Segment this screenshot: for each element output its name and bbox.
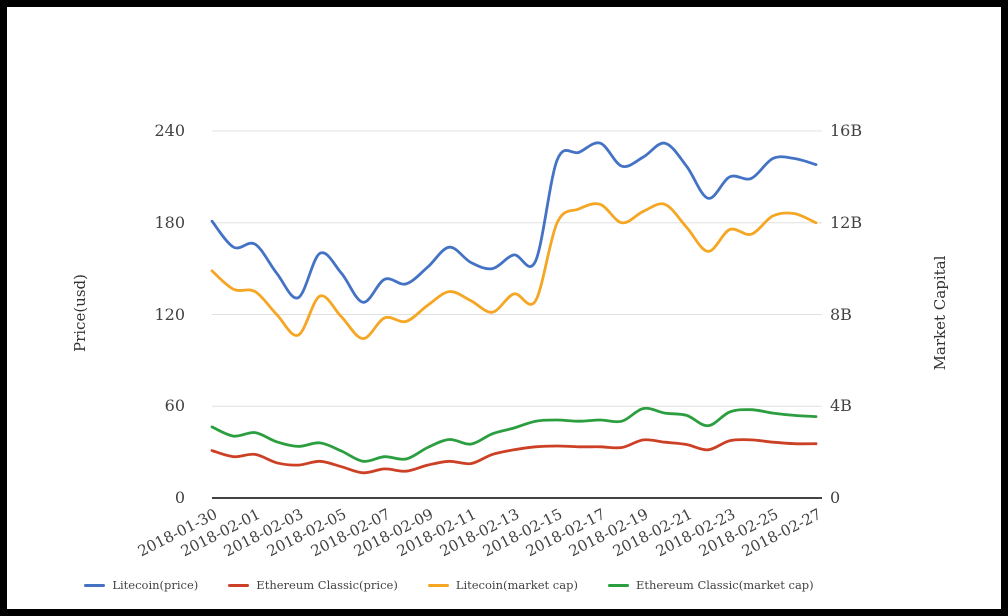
legend-label: Ethereum Classic(market cap) (635, 578, 814, 592)
left-axis-tick-label: 0 (174, 488, 185, 507)
legend-label: Litecoin(market cap) (455, 578, 578, 592)
series-line-1 (210, 438, 818, 475)
legend-swatch-icon (228, 583, 250, 587)
left-axis-tick-label: 180 (154, 212, 185, 232)
legend-item-0[interactable]: Litecoin(price) (84, 578, 198, 592)
legend-swatch-icon (84, 583, 106, 587)
legend-swatch-icon (607, 583, 629, 587)
right-axis-tick-label: 12B (830, 212, 863, 232)
series-line-2 (210, 202, 818, 341)
legend-item-1[interactable]: Ethereum Classic(price) (228, 578, 398, 592)
legend-swatch-icon (427, 583, 449, 587)
series-line-0 (210, 141, 818, 304)
legend-label: Litecoin(price) (112, 578, 199, 592)
left-axis-tick-label: 120 (154, 304, 185, 324)
legend-label: Ethereum Classic(price) (256, 578, 398, 592)
left-axis-title: Price(usd) (71, 274, 89, 353)
right-axis-tick-label: 0 (830, 488, 841, 507)
legend-item-3[interactable]: Ethereum Classic(market cap) (607, 578, 814, 592)
series-line-3 (210, 406, 818, 463)
right-axis-title: Market Capital (931, 255, 949, 371)
right-axis-tick-label: 4B (830, 396, 852, 416)
line-chart-plot-area (210, 130, 822, 499)
right-axis-tick-label: 16B (830, 121, 863, 140)
left-axis-tick-label: 240 (154, 121, 185, 140)
legend-item-2[interactable]: Litecoin(market cap) (427, 578, 578, 592)
left-axis-tick-label: 60 (164, 396, 185, 416)
right-axis-tick-label: 8B (830, 304, 852, 324)
chart-legend: Litecoin(price) Ethereum Classic(price) Li… (7, 578, 891, 592)
